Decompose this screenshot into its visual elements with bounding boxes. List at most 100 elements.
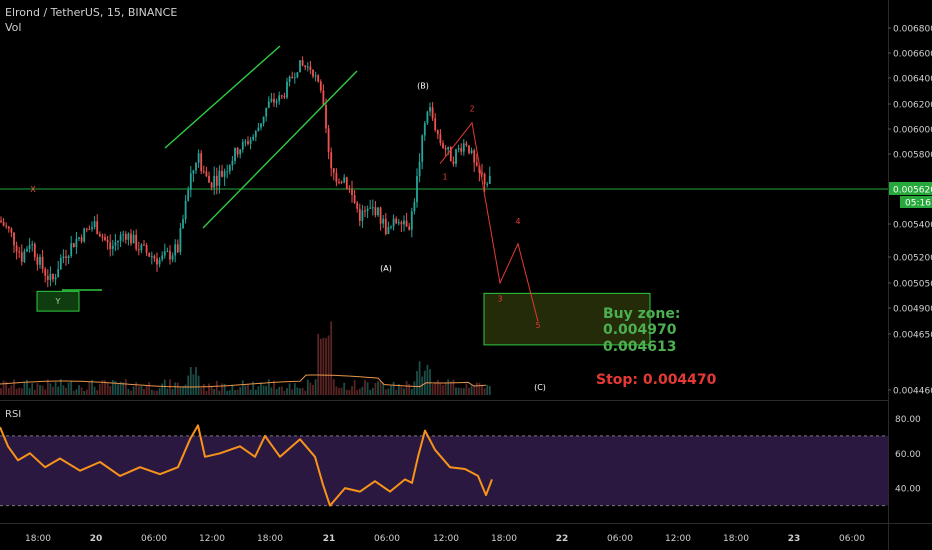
- candle-body: [117, 240, 119, 243]
- candle-body: [200, 153, 203, 172]
- time-tick-label: 20: [90, 534, 103, 544]
- candle-body: [278, 95, 281, 102]
- candle-body: [109, 242, 112, 250]
- price-tick-label: 0.004460: [893, 387, 932, 397]
- candle-body: [228, 165, 231, 172]
- volume-bar: [408, 384, 411, 395]
- time-tick-label: 22: [556, 534, 569, 544]
- volume-bar: [351, 386, 353, 395]
- candle-body: [135, 234, 138, 250]
- candle-body: [36, 256, 39, 265]
- volume-bar: [158, 388, 161, 395]
- candle-body: [187, 189, 190, 201]
- volume-bar: [244, 385, 247, 395]
- candle-body: [223, 171, 226, 177]
- candle-body: [202, 171, 205, 173]
- volume-bar: [78, 385, 80, 395]
- volume-bar: [36, 383, 39, 395]
- volume-bar: [374, 383, 377, 395]
- volume-bar: [280, 386, 283, 395]
- volume-bar: [117, 384, 119, 395]
- candle-body: [475, 162, 478, 166]
- volume-bar: [228, 390, 231, 395]
- volume-bar: [57, 386, 60, 395]
- volume-bar: [124, 379, 127, 395]
- volume-bar: [174, 382, 177, 395]
- chart-title: Elrond / TetherUS, 15, BINANCE: [5, 6, 178, 19]
- volume-bar: [262, 385, 265, 395]
- volume-bar: [197, 375, 200, 395]
- candle-body: [335, 172, 338, 182]
- candle-body: [158, 259, 161, 265]
- upper-channel-line: [164, 45, 281, 149]
- candle-body: [249, 139, 252, 144]
- candle-body: [387, 226, 390, 235]
- volume-bar: [330, 321, 333, 395]
- candle-body: [330, 152, 333, 169]
- rsi-tick-label: 60.00: [895, 450, 921, 460]
- candle-body: [156, 258, 158, 265]
- candle-body: [436, 130, 439, 135]
- candle-body: [137, 249, 140, 251]
- candle-body: [244, 141, 247, 143]
- wave-label: (B): [417, 81, 429, 90]
- candle-body: [28, 245, 31, 249]
- candle-body: [468, 145, 470, 154]
- candle-body: [392, 218, 395, 227]
- volume-bar: [288, 383, 291, 395]
- candle-body: [309, 66, 312, 70]
- volume-bar: [335, 386, 338, 395]
- volume-bar: [150, 389, 153, 395]
- volume-bar: [143, 389, 145, 395]
- volume-bar: [179, 386, 182, 395]
- volume-bar: [395, 389, 398, 395]
- volume-bar: [15, 388, 18, 395]
- price-axis: [888, 0, 932, 550]
- volume-bar: [189, 366, 192, 395]
- candle-body: [96, 221, 99, 234]
- candle-body: [488, 175, 491, 184]
- volume-bar: [106, 382, 109, 395]
- candle-body: [306, 66, 309, 68]
- volume-bar: [67, 382, 70, 395]
- candle-body: [122, 234, 125, 236]
- time-tick-label: 18:00: [257, 534, 283, 544]
- rsi-label: RSI: [5, 409, 22, 420]
- candle-body: [286, 81, 288, 98]
- candle-body: [296, 72, 299, 78]
- candle-body: [397, 222, 400, 224]
- price-tick-label: 0.005800: [893, 151, 932, 161]
- volume-bar: [135, 382, 138, 395]
- candle-body: [169, 251, 171, 260]
- volume-bar: [397, 383, 400, 395]
- candle-body: [85, 228, 88, 230]
- volume-bar: [49, 383, 52, 395]
- candle-body: [132, 234, 135, 244]
- volume-bar: [306, 379, 309, 395]
- volume-bar: [314, 379, 317, 395]
- volume-bar: [322, 337, 325, 395]
- candle-body: [470, 150, 473, 154]
- volume-bar: [192, 374, 195, 395]
- volume-bar: [65, 387, 67, 395]
- volume-bar: [257, 386, 260, 395]
- volume-bar: [70, 381, 73, 395]
- volume-bar: [13, 379, 15, 395]
- price-tick-label: 0.006600: [893, 50, 932, 60]
- price-tick-label: 0.004900: [893, 305, 932, 315]
- volume-bar: [163, 379, 166, 395]
- volume-bar: [293, 383, 296, 395]
- volume-bar: [59, 379, 62, 395]
- volume-bar: [457, 387, 460, 395]
- candle-body: [195, 162, 197, 171]
- volume-bar: [145, 384, 148, 395]
- volume-bar: [182, 386, 184, 395]
- volume-bar: [340, 387, 343, 395]
- candle-body: [65, 256, 67, 258]
- candle-body: [405, 220, 408, 227]
- wave-label: (A): [380, 264, 392, 273]
- volume-bar: [18, 387, 21, 395]
- candle-body: [395, 218, 398, 224]
- volume-bar: [195, 367, 197, 395]
